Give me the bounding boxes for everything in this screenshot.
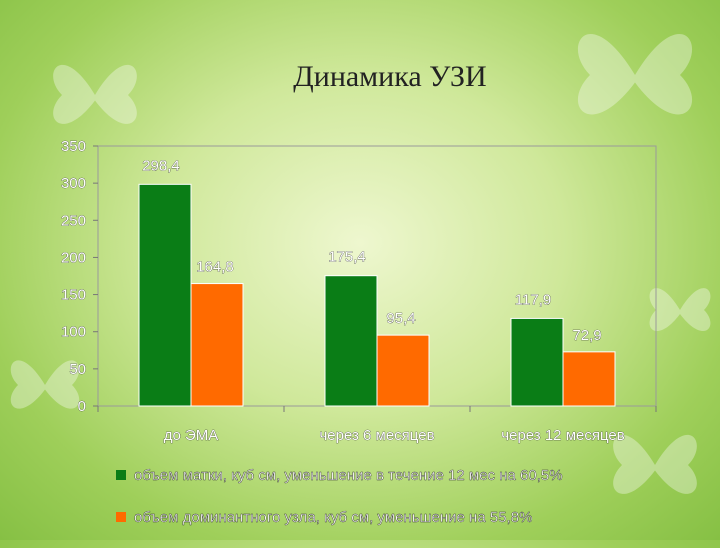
butterfly-decoration: [10, 360, 80, 409]
data-label: 298,4: [142, 157, 180, 174]
bar-series1: [138, 183, 192, 407]
y-tick-label: 50: [69, 361, 86, 378]
legend-label-series2: объем доминантного узла, куб см, уменьше…: [134, 508, 533, 526]
bar-series1: [510, 317, 564, 407]
y-tick-label: 250: [61, 212, 86, 229]
legend-item-series1: объем матки, куб см, уменьшение в течени…: [116, 464, 563, 486]
bar-chart: 0 50 100 150 200 250 300 350 298,4 164,8 до ЭМА 175…: [61, 138, 657, 444]
x-category-label: до ЭМА: [164, 427, 219, 444]
y-tick-label: 350: [61, 138, 86, 155]
bar-series2: [190, 283, 244, 407]
data-label: 164,8: [196, 259, 234, 276]
butterfly-decoration: [613, 434, 697, 494]
butterfly-decoration: [577, 33, 693, 115]
data-label: 117,9: [515, 291, 551, 308]
bar-series2: [562, 351, 616, 407]
legend-label-series1: объем матки, куб см, уменьшение в течени…: [134, 466, 563, 484]
legend-swatch-series1: [116, 470, 126, 480]
legend-swatch-series2: [116, 512, 126, 522]
y-tick-label: 300: [61, 175, 86, 192]
bar-series1: [324, 275, 378, 407]
x-category-label: через 6 месяцев: [319, 427, 434, 444]
data-label: 175,4: [328, 249, 366, 266]
bar-series2: [376, 334, 430, 407]
data-label: 95,4: [386, 310, 415, 327]
legend: объем матки, куб см, уменьшение в течени…: [116, 464, 563, 548]
legend-item-series2: объем доминантного узла, куб см, уменьше…: [116, 506, 563, 528]
butterfly-decoration: [53, 64, 137, 124]
butterfly-decoration: [649, 288, 711, 332]
y-tick-label: 0: [78, 398, 86, 415]
y-tick-label: 200: [61, 249, 86, 266]
y-tick-label: 150: [61, 287, 86, 304]
x-category-label: через 12 месяцев: [501, 427, 624, 444]
chart-title: Динамика УЗИ: [293, 60, 487, 93]
y-tick-label: 100: [61, 324, 86, 341]
data-label: 72,9: [572, 327, 601, 344]
